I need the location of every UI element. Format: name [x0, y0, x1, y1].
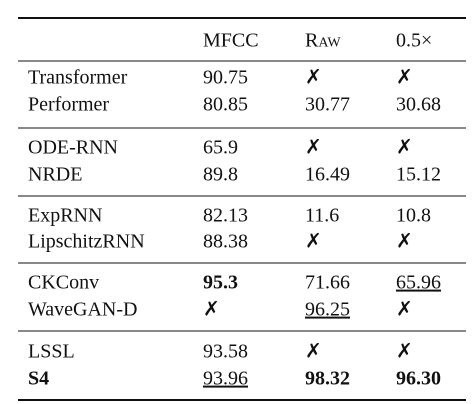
- cell: ✗: [305, 67, 322, 89]
- cell: 93.96: [203, 368, 248, 390]
- cell: ✗: [396, 67, 413, 89]
- cell: ✗: [396, 299, 413, 321]
- row-label: WaveGAN-D: [28, 299, 137, 321]
- cell: ✗: [396, 231, 413, 253]
- cell: 71.66: [305, 272, 350, 294]
- cell: 96.25: [305, 299, 350, 321]
- cell: 11.6: [305, 205, 339, 227]
- cell: 93.58: [203, 341, 248, 363]
- cell: ✗: [203, 299, 220, 321]
- cell: 88.38: [203, 231, 248, 253]
- header-cell: 0.5×: [396, 30, 432, 52]
- cell: ✗: [305, 137, 322, 159]
- cell: 65.96: [396, 272, 441, 294]
- cell: 98.32: [305, 368, 350, 390]
- cell: 82.13: [203, 205, 248, 227]
- cell: 15.12: [396, 164, 441, 186]
- cell: ✗: [305, 341, 322, 363]
- header-cell: MFCC: [203, 30, 259, 52]
- cell: ✗: [396, 137, 413, 159]
- cell: 10.8: [396, 205, 431, 227]
- cell: 30.68: [396, 94, 441, 116]
- cell: 65.9: [203, 137, 238, 159]
- cell: 30.77: [305, 94, 350, 116]
- cell: 90.75: [203, 67, 248, 89]
- cell: ✗: [305, 231, 322, 253]
- row-label: CKConv: [28, 272, 99, 294]
- row-label: Performer: [28, 94, 109, 116]
- row-label: S4: [28, 368, 49, 390]
- cell: 95.3: [203, 272, 238, 294]
- header-cell: Raw: [305, 30, 341, 52]
- row-label: ODE-RNN: [28, 137, 118, 159]
- row-label: LipschitzRNN: [28, 231, 145, 253]
- cell: ✗: [396, 341, 413, 363]
- cell: 96.30: [396, 368, 441, 390]
- row-label: ExpRNN: [28, 205, 102, 227]
- cell: 80.85: [203, 94, 248, 116]
- rows: Transformer 90.75 ✗ ✗ Performer 80.85 30.77 30.…: [28, 67, 441, 390]
- cell: 16.49: [305, 164, 350, 186]
- row-label: LSSL: [28, 341, 75, 363]
- row-label: NRDE: [28, 164, 82, 186]
- row-label: Transformer: [28, 67, 128, 89]
- cell: 89.8: [203, 164, 238, 186]
